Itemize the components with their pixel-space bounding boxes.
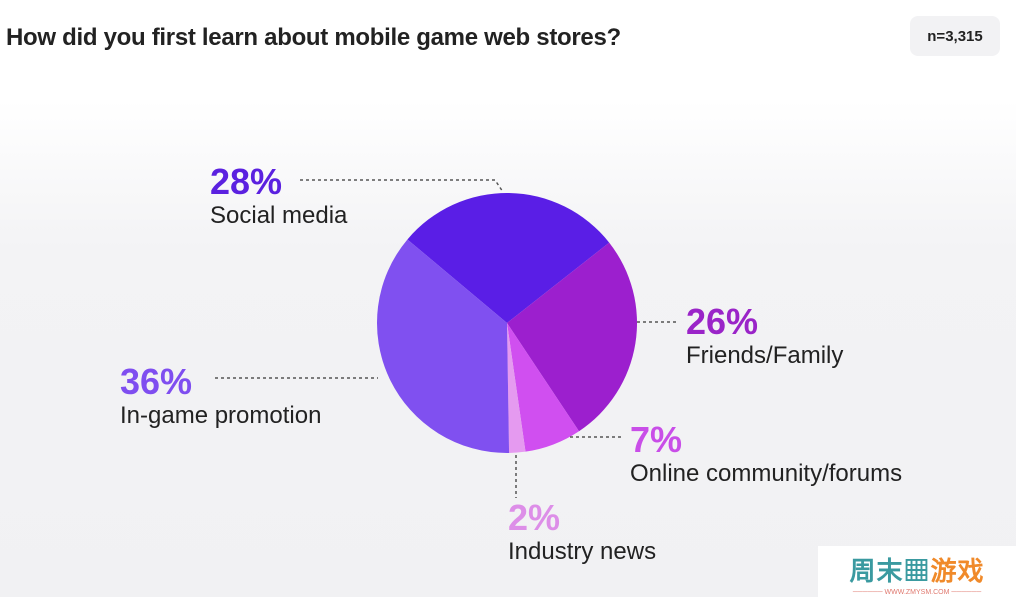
pct-social-media: 28% (210, 161, 283, 202)
sample-size-badge: n=3,315 (910, 16, 1000, 56)
name-online-community: Online community/forums (630, 460, 903, 487)
name-industry-news: Industry news (508, 538, 657, 565)
label-in-game-promotion: 36% In-game promotion (120, 364, 321, 428)
pie-slice-industry-news (507, 323, 526, 453)
pie-slice-friends-family (507, 242, 637, 432)
label-industry-news: 2% Industry news (508, 500, 656, 564)
label-social-media: 28% Social media (210, 164, 347, 228)
pct-in-game-promotion: 36% (120, 361, 193, 402)
watermark-logo: 周末▦游戏 ────── WWW.ZMYSM.COM ────── (818, 546, 1016, 597)
name-friends-family: Friends/Family (686, 342, 844, 369)
pct-friends-family: 26% (686, 301, 759, 342)
chart-title: How did you first learn about mobile gam… (6, 24, 621, 51)
leader-social-media (300, 179, 504, 193)
label-friends-family: 26% Friends/Family (686, 304, 843, 368)
name-in-game-promotion: In-game promotion (120, 402, 322, 429)
name-social-media: Social media (210, 202, 348, 229)
pct-industry-news: 2% (508, 497, 561, 538)
pie-slice-social-media (407, 193, 610, 323)
pie-slice-in-game-promotion (377, 239, 510, 453)
pct-online-community: 7% (630, 419, 683, 460)
label-online-community: 7% Online community/forums (630, 422, 902, 486)
pie-slice-online-community-forums (507, 323, 580, 452)
